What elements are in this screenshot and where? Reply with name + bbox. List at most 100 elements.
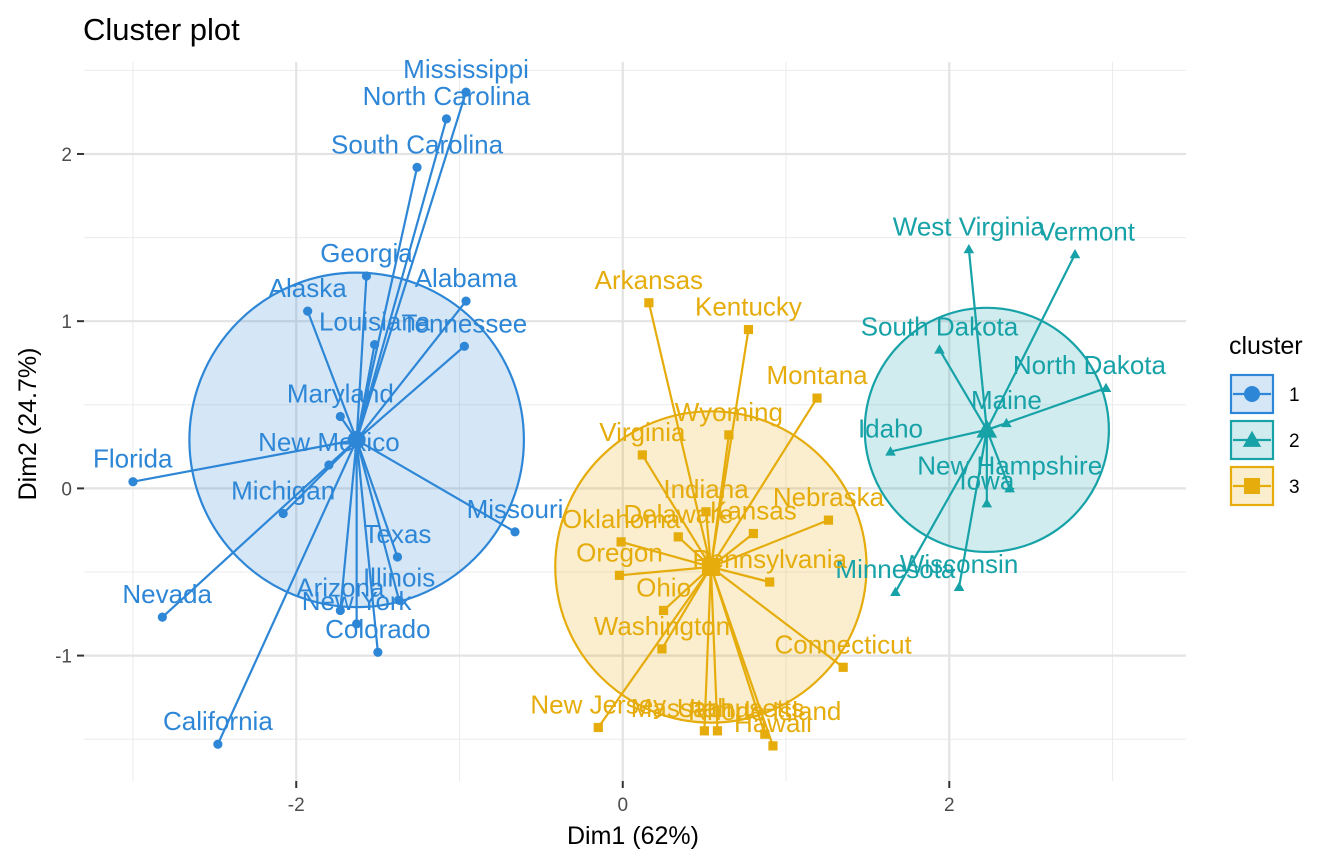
point-maine <box>1001 417 1012 428</box>
label-new-mexico: New Mexico <box>258 427 400 457</box>
spoke-washington <box>660 566 712 650</box>
point-georgia <box>361 271 372 281</box>
label-new-hampshire: New Hampshire <box>917 450 1102 480</box>
label-hawaii: Hawaii <box>734 708 812 738</box>
spoke-virginia <box>641 454 712 568</box>
label-rhode-island: Rhode Island <box>688 696 841 726</box>
legend-key-3: 3 <box>1229 465 1300 507</box>
spoke-idaho <box>890 428 988 453</box>
spoke-connecticut <box>710 566 844 669</box>
legend-label-1: 1 <box>1289 385 1300 406</box>
point-oregon <box>614 570 625 580</box>
label-oregon: Oregon <box>576 537 663 567</box>
label-maine: Maine <box>971 385 1042 415</box>
spoke-mississippi <box>355 91 468 441</box>
label-kansas: Kansas <box>710 496 797 526</box>
spoke-missouri <box>356 438 516 533</box>
point-indiana <box>701 507 711 517</box>
label-illinois: Illinois <box>363 562 435 592</box>
point-alaska <box>303 306 313 316</box>
label-nevada: Nevada <box>122 579 212 609</box>
label-washington: Washington <box>594 611 730 641</box>
point-north-dakota <box>1100 382 1112 393</box>
point-wyoming <box>724 430 734 440</box>
legend-label-2: 2 <box>1289 431 1300 452</box>
label-wyoming: Wyoming <box>675 397 783 427</box>
point-iowa <box>981 498 993 508</box>
label-missouri: Missouri <box>467 494 564 524</box>
x-axis-title: Dim1 (62%) <box>567 822 699 850</box>
label-connecticut: Connecticut <box>774 629 912 659</box>
spoke-minnesota <box>894 429 988 593</box>
point-texas <box>392 552 403 562</box>
x-tick-label: -2 <box>288 795 305 816</box>
label-massachusetts: Massachusetts <box>631 693 804 723</box>
cluster-3-centroid <box>701 557 720 576</box>
point-oklahoma <box>616 537 626 547</box>
plot-background <box>84 62 1186 781</box>
point-minnesota <box>890 586 901 597</box>
point-new-hampshire <box>1004 483 1015 493</box>
point-montana <box>812 393 822 403</box>
label-alabama: Alabama <box>415 263 518 293</box>
point-new-mexico <box>324 460 334 470</box>
spoke-oregon <box>619 565 712 577</box>
legend-circle-marker <box>1244 386 1260 402</box>
label-california: California <box>163 706 273 736</box>
spoke-texas <box>355 439 399 558</box>
point-pennsylvania <box>765 577 775 587</box>
label-indiana: Indiana <box>663 474 749 504</box>
spoke-pennsylvania <box>710 565 770 584</box>
legend-label-3: 3 <box>1289 477 1300 498</box>
label-arizona: Arizona <box>296 572 385 602</box>
legend-square-marker <box>1244 478 1260 494</box>
spoke-alaska <box>306 310 358 441</box>
label-wisconsin: Wisconsin <box>900 549 1018 579</box>
point-rhode-island <box>760 729 770 739</box>
label-michigan: Michigan <box>231 475 335 505</box>
point-arizona <box>335 605 345 616</box>
spoke-alabama <box>355 300 467 441</box>
point-west-virginia <box>963 243 975 254</box>
label-new-jersey: New Jersey <box>530 689 666 719</box>
spoke-wyoming <box>709 434 730 568</box>
point-alabama <box>461 296 471 306</box>
spoke-louisiana <box>355 344 376 441</box>
label-louisiana: Louisiana <box>319 307 431 337</box>
point-north-carolina <box>441 114 452 124</box>
spoke-utah <box>703 566 713 731</box>
point-michigan <box>278 508 288 519</box>
spoke-north-carolina <box>355 118 448 441</box>
label-mississippi: Mississippi <box>403 54 529 84</box>
point-arkansas <box>644 298 654 308</box>
spoke-vermont <box>985 253 1076 431</box>
legend: cluster 1 2 3 <box>1229 332 1303 507</box>
label-alaska: Alaska <box>269 273 348 303</box>
spoke-california <box>216 439 358 745</box>
x-tick-label: 2 <box>944 795 955 816</box>
spoke-colorado <box>355 439 379 653</box>
chart-title: Cluster plot <box>83 12 240 47</box>
point-massachusetts <box>712 726 723 736</box>
y-tick-label: 2 <box>61 145 72 166</box>
spoke-illinois <box>355 439 401 601</box>
spoke-arkansas <box>647 302 712 568</box>
label-tennessee: Tennessee <box>402 308 528 338</box>
point-utah <box>699 726 709 736</box>
point-colorado <box>373 647 383 657</box>
legend-key-1: 1 <box>1229 373 1300 415</box>
spoke-montana <box>709 397 818 568</box>
spoke-wisconsin <box>957 429 988 588</box>
label-north-carolina: North Carolina <box>363 81 531 111</box>
point-virginia <box>637 450 647 460</box>
label-south-dakota: South Dakota <box>861 312 1019 342</box>
point-wisconsin <box>953 581 965 592</box>
spoke-arizona <box>339 439 358 611</box>
cluster-2-centroid <box>976 419 998 438</box>
label-kentucky: Kentucky <box>695 292 802 322</box>
spoke-florida <box>132 438 357 483</box>
point-tennessee <box>459 341 469 351</box>
